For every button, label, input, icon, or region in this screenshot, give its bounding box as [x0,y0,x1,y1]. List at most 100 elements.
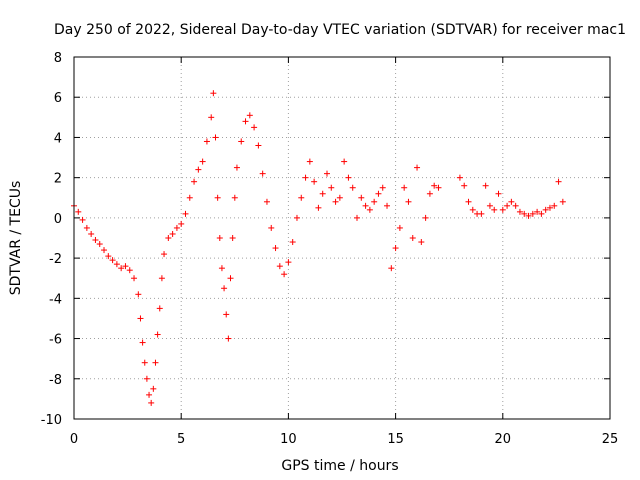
data-point [371,198,378,205]
data-point [88,230,95,237]
data-point [268,224,275,231]
data-point [231,194,238,201]
data-point [122,263,129,270]
y-tick-label: -8 [49,373,62,388]
data-point [238,138,245,145]
data-point [276,263,283,270]
data-point [431,182,438,189]
y-tick-label: 4 [54,131,62,146]
data-point [227,275,234,282]
data-point [141,359,148,366]
data-point [319,190,326,197]
data-point [182,210,189,217]
data-point [178,220,185,227]
data-point [534,208,541,215]
data-point [504,202,511,209]
y-tick-label: 6 [54,91,62,106]
data-point [512,202,519,209]
data-point [508,198,515,205]
data-point [101,247,108,254]
y-tick-label: 0 [54,212,62,227]
data-point [542,206,549,213]
data-point [529,210,536,217]
data-point [221,285,228,292]
data-point [212,134,219,141]
data-point [139,339,146,346]
plot-frame [73,56,611,420]
x-axis-label: GPS time / hours [281,458,398,474]
y-tick-label: 8 [54,51,62,66]
x-tick-label: 25 [602,432,619,447]
data-point [135,291,142,298]
grid-lines [74,57,610,419]
data-point [388,265,395,272]
data-point [306,158,313,165]
data-point [315,204,322,211]
data-point [546,204,553,211]
data-point [169,230,176,237]
data-point [379,184,386,191]
data-point [358,194,365,201]
data-point [137,315,144,322]
data-point [255,142,262,149]
data-point [199,158,206,165]
data-point [156,305,163,312]
data-point [405,198,412,205]
data-point [105,253,112,260]
data-point [298,194,305,201]
data-point [559,198,566,205]
y-tick-label: -6 [49,333,62,348]
data-point [516,208,523,215]
data-point [233,164,240,171]
data-point [401,184,408,191]
data-point [191,178,198,185]
data-point [456,174,463,181]
data-point [186,194,193,201]
data-point [495,190,502,197]
data-point [469,206,476,213]
y-tick-label: -4 [49,292,62,307]
data-point [491,206,498,213]
data-point [263,198,270,205]
data-point [216,235,223,241]
data-point [210,90,217,97]
data-point [161,251,168,258]
data-point [208,114,215,121]
data-point [246,112,253,119]
data-point [482,182,489,189]
data-point [435,184,442,191]
data-point [281,271,288,278]
data-point [349,184,356,191]
data-point [223,311,230,318]
x-tick-label: 15 [387,432,404,447]
data-point [251,124,258,131]
x-tick-label: 5 [177,432,185,447]
data-point [538,210,545,217]
data-point [362,202,369,209]
data-point [126,267,133,274]
data-point [203,138,210,145]
x-tick-label: 20 [495,432,512,447]
data-point [146,391,153,398]
data-point [311,178,318,185]
data-point [272,245,279,252]
data-point [478,210,485,217]
data-point [75,208,82,215]
x-tick-label: 10 [280,432,297,447]
y-tick-label: -2 [49,252,62,267]
data-point [195,166,202,173]
data-point [375,190,382,197]
data-point [323,170,330,177]
data-point [422,214,429,221]
data-point [366,206,373,213]
data-point [354,214,361,221]
data-point [525,212,532,219]
data-point [461,182,468,189]
data-point [158,275,165,282]
data-point [336,194,343,201]
data-point [92,237,99,244]
data-point [521,210,528,217]
data-points [71,90,566,406]
